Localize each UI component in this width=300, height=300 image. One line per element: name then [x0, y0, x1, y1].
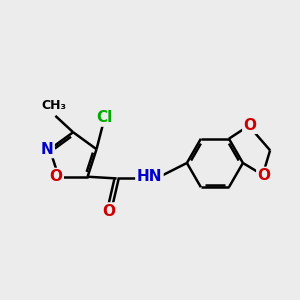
Text: O: O: [50, 169, 62, 184]
Text: O: O: [258, 168, 271, 183]
Text: N: N: [40, 142, 53, 157]
Text: O: O: [102, 204, 115, 219]
Text: Cl: Cl: [96, 110, 112, 125]
Text: O: O: [244, 118, 256, 133]
Text: CH₃: CH₃: [41, 99, 66, 112]
Text: HN: HN: [137, 169, 162, 184]
